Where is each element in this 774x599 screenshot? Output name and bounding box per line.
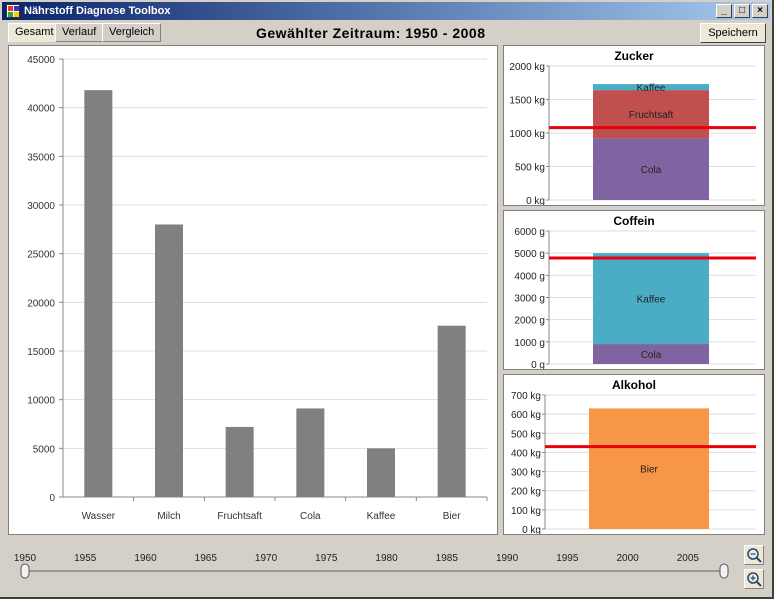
timeline-year-label: 1990 [496, 553, 519, 564]
y-tick-label: 500 kg [511, 429, 541, 440]
y-tick-label: 600 kg [511, 410, 541, 421]
alkohol-chart-panel: Alkohol 0 kg 100 kg 200 kg 300 kg 400 kg 500 k… [503, 374, 765, 536]
y-tick-label: 0 kg [522, 525, 541, 534]
segment-label: Kaffee [637, 83, 666, 94]
y-tick-label: 2000 g [514, 316, 545, 327]
y-tick-label: 0 [49, 493, 55, 504]
segment-label: Fruchtsaft [629, 110, 674, 121]
stack-segment-fruchtsaft [593, 90, 709, 139]
window-title: Nährstoff Diagnose Toolbox [24, 5, 171, 17]
x-tick-label: Fruchtsaft [217, 511, 262, 522]
y-tick-label: 200 kg [511, 487, 541, 498]
x-tick-label: Kaffee [367, 511, 396, 522]
segment-label: Bier [640, 465, 658, 476]
chart-title: Coffein [613, 214, 654, 228]
main-chart-panel: 0 5000 10000 15000 20000 25000 30000 35000 40000… [8, 45, 498, 535]
range-title: Gewählter Zeitraum: 1950 - 2008 [256, 25, 486, 41]
tab-vergleich[interactable]: Vergleich [102, 23, 162, 42]
y-tick-label: 40000 [27, 104, 55, 115]
y-tick-label: 5000 [33, 444, 56, 455]
bar-wasser [84, 90, 113, 497]
zucker-chart-panel: Zucker 0 kg 500 kg 1000 kg 1500 kg 2000 kg Col… [503, 45, 765, 207]
y-tick-label: 5000 g [514, 249, 545, 260]
tab-gesamt[interactable]: Gesamt [8, 23, 61, 42]
y-tick-label: 1000 kg [509, 129, 545, 140]
app-icon [6, 4, 20, 18]
timeline-track[interactable]: 1950 1955 1960 1965 1970 1975 1980 1985 1990 1995… [0, 540, 740, 590]
timeline-year-label: 1975 [315, 553, 338, 564]
save-button[interactable]: Speichern [700, 23, 766, 43]
y-tick-label: 2000 kg [509, 62, 545, 73]
stack-segment-kaffee [593, 253, 709, 345]
y-tick-label: 1500 kg [509, 96, 545, 107]
stack-segment-bier [589, 408, 709, 529]
timeline-year-label: 1995 [556, 553, 579, 564]
timeline-year-label: 1980 [375, 553, 398, 564]
magnifier-minus-icon [747, 548, 762, 563]
slider-end-handle[interactable] [719, 563, 729, 579]
stack-segment-kaffee [593, 84, 709, 91]
y-tick-label: 45000 [27, 55, 55, 66]
y-tick-label: 10000 [27, 396, 55, 407]
y-tick-label: 25000 [27, 250, 55, 261]
y-tick-label: 500 kg [515, 163, 545, 174]
zoom-in-button[interactable] [744, 569, 764, 589]
bar-milch [155, 224, 183, 497]
close-button[interactable]: × [752, 4, 768, 18]
y-tick-label: 6000 g [514, 227, 545, 238]
y-tick-label: 0 kg [526, 196, 545, 205]
y-tick-label: 30000 [27, 201, 55, 212]
x-tick-label: Milch [157, 511, 180, 522]
y-tick-label: 100 kg [511, 506, 541, 517]
maximize-button[interactable]: □ [734, 4, 750, 18]
bar-bier [437, 325, 466, 497]
x-tick-label: Bier [443, 511, 461, 522]
y-tick-label: 4000 g [514, 271, 545, 282]
zucker-chart: Zucker 0 kg 500 kg 1000 kg 1500 kg 2000 kg Col… [509, 49, 756, 207]
segment-label: Kaffee [637, 295, 666, 306]
chart-title: Alkohol [612, 378, 656, 392]
timeline-year-label: 1965 [195, 553, 218, 564]
y-tick-label: 20000 [27, 298, 55, 309]
bar-cola [296, 408, 325, 497]
minimize-button[interactable]: _ [716, 4, 732, 18]
y-tick-label: 15000 [27, 347, 55, 358]
y-tick-label: 3000 g [514, 294, 545, 305]
timeline-year-label: 1985 [436, 553, 459, 564]
x-tick-label: Cola [300, 511, 321, 522]
timeline-year-label: 1960 [134, 553, 157, 564]
y-tick-label: 0 g [531, 360, 545, 369]
y-tick-label: 300 kg [511, 468, 541, 479]
title-bar[interactable]: Nährstoff Diagnose Toolbox _ □ × [2, 2, 770, 20]
zoom-out-button[interactable] [744, 545, 764, 565]
timeline-year-label: 1950 [14, 553, 37, 564]
x-tick-label: Wasser [82, 511, 116, 522]
timeline-year-label: 2000 [616, 553, 639, 564]
coffein-chart-panel: Coffein 0 g 1000 g 2000 g 3000 g 4000 g 5000 g… [503, 210, 765, 371]
y-tick-label: 400 kg [511, 448, 541, 459]
coffein-chart: Coffein 0 g 1000 g 2000 g 3000 g 4000 g 5000 g… [514, 214, 756, 371]
stack-segment-cola [593, 138, 709, 200]
timeline-year-label: 1955 [74, 553, 97, 564]
segment-label: Cola [641, 165, 662, 176]
y-tick-label: 700 kg [511, 391, 541, 402]
y-tick-label: 1000 g [514, 338, 545, 349]
segment-label: Cola [641, 350, 662, 361]
slider-start-handle[interactable] [20, 563, 30, 579]
bar-kaffee [367, 448, 395, 497]
timeline-slider[interactable]: 1950 1955 1960 1965 1970 1975 1980 1985 1990 1995… [0, 540, 740, 590]
magnifier-plus-icon [747, 572, 762, 587]
alkohol-chart: Alkohol 0 kg 100 kg 200 kg 300 kg 400 kg 500 k… [511, 378, 756, 536]
tab-verlauf[interactable]: Verlauf [55, 23, 104, 42]
main-bar-chart: 0 5000 10000 15000 20000 25000 30000 35000 40000… [27, 55, 488, 522]
timeline-year-label: 2005 [677, 553, 700, 564]
stack-segment-cola [593, 344, 709, 364]
bar-fruchtsaft [225, 426, 254, 497]
timeline-year-label: 1970 [255, 553, 278, 564]
chart-title: Zucker [614, 49, 654, 63]
y-tick-label: 35000 [27, 152, 55, 163]
